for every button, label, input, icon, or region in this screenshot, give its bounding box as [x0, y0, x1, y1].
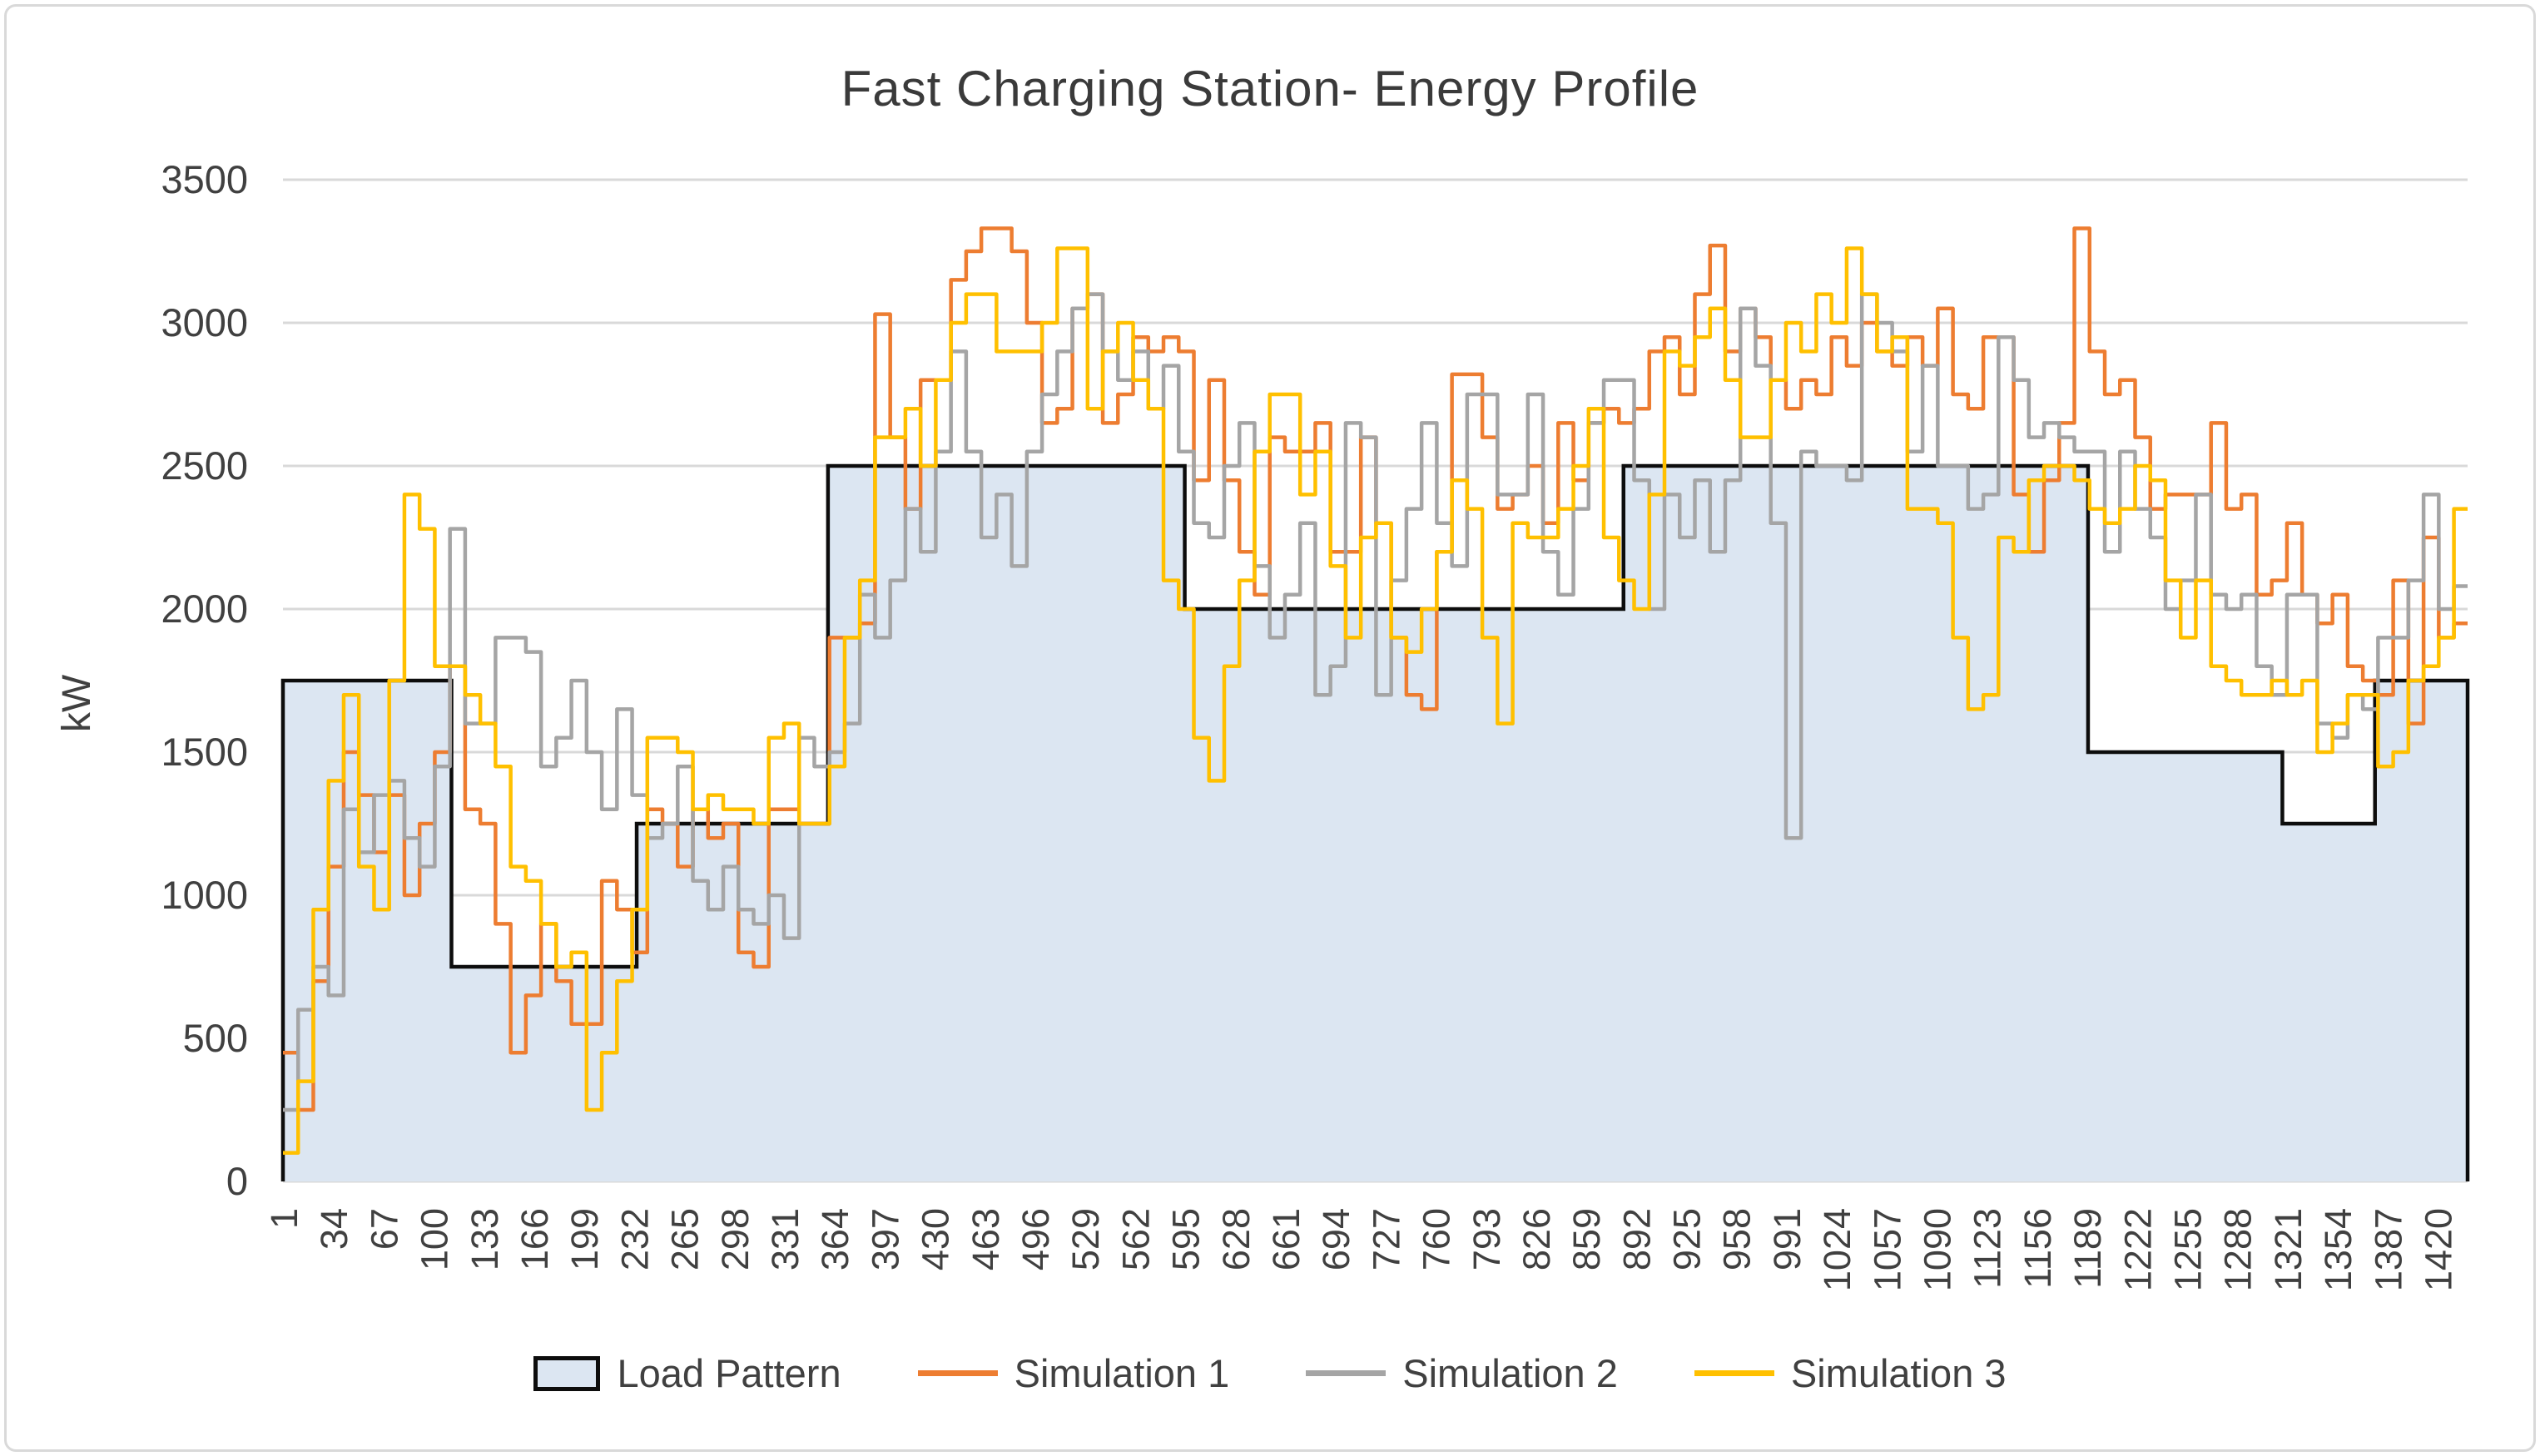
- load-pattern-swatch: [533, 1355, 601, 1391]
- x-tick-label: 1321: [2267, 1208, 2309, 1291]
- x-tick-label: 1420: [2418, 1208, 2460, 1291]
- x-tick-label: 661: [1265, 1208, 1307, 1270]
- x-tick-label: 1024: [1816, 1208, 1858, 1291]
- x-tick-label: 859: [1565, 1208, 1608, 1270]
- x-tick-label: 166: [513, 1208, 556, 1270]
- x-tick-label: 694: [1315, 1208, 1357, 1270]
- x-tick-label: 892: [1615, 1208, 1658, 1270]
- legend: Load Pattern Simulation 1 Simulation 2 S…: [0, 1350, 2540, 1396]
- x-tick-label: 1057: [1866, 1208, 1908, 1291]
- chart-title: Fast Charging Station- Energy Profile: [841, 61, 1699, 116]
- x-tick-label: 397: [864, 1208, 906, 1270]
- simulation-2-line: [283, 292, 2468, 1112]
- x-tick-label: 925: [1666, 1208, 1709, 1270]
- x-tick-label: 562: [1114, 1208, 1157, 1270]
- x-tick-label: 100: [414, 1208, 456, 1270]
- x-tick-label: 34: [313, 1208, 355, 1250]
- x-tick-label: 133: [464, 1208, 506, 1270]
- x-tick-label: 496: [1015, 1208, 1057, 1270]
- x-tick-label: 595: [1165, 1208, 1208, 1270]
- x-tick-label: 1: [263, 1208, 305, 1229]
- x-tick-label: 1156: [2017, 1208, 2059, 1289]
- x-tick-label: 331: [764, 1208, 806, 1270]
- y-tick-label: 3500: [161, 157, 248, 201]
- y-tick-label: 2000: [161, 587, 248, 631]
- x-tick-label: 298: [714, 1208, 757, 1270]
- x-tick-label: 1189: [2066, 1208, 2109, 1289]
- x-tick-label: 1288: [2217, 1208, 2260, 1291]
- x-tick-label: 265: [664, 1208, 707, 1270]
- x-tick-label: 958: [1716, 1208, 1759, 1270]
- x-tick-label: 727: [1365, 1208, 1407, 1270]
- x-tick-label: 430: [915, 1208, 957, 1270]
- simulation-2-swatch: [1306, 1370, 1387, 1376]
- x-tick-label: 826: [1516, 1208, 1558, 1270]
- x-tick-label: 628: [1215, 1208, 1258, 1270]
- legend-label: Simulation 2: [1402, 1351, 1618, 1395]
- y-tick-label: 0: [226, 1159, 248, 1203]
- legend-item-simulation-2: Simulation 2: [1306, 1350, 1618, 1396]
- simulation-1-swatch: [917, 1370, 998, 1376]
- legend-item-simulation-3: Simulation 3: [1694, 1350, 2007, 1396]
- legend-label: Simulation 3: [1790, 1351, 2007, 1395]
- x-tick-label: 1222: [2116, 1208, 2159, 1291]
- load-pattern-outline: [280, 463, 2470, 1181]
- legend-item-load-pattern: Load Pattern: [533, 1350, 841, 1396]
- simulation-3-swatch: [1694, 1370, 1774, 1376]
- x-tick-label: 793: [1466, 1208, 1508, 1270]
- y-tick-label: 2500: [161, 443, 248, 488]
- x-tick-label: 364: [814, 1208, 856, 1270]
- y-tick-label: 500: [183, 1016, 248, 1060]
- x-tick-label: 1255: [2167, 1208, 2210, 1291]
- y-tick-label: 3000: [161, 300, 248, 344]
- x-tick-label: 199: [563, 1208, 606, 1270]
- x-tick-label: 232: [613, 1208, 656, 1270]
- x-tick-label: 67: [363, 1208, 405, 1250]
- y-tick-label: 1000: [161, 873, 248, 917]
- x-tick-label: 1090: [1917, 1208, 1959, 1291]
- x-tick-label: 529: [1064, 1208, 1107, 1270]
- x-tick-label: 1354: [2317, 1208, 2359, 1291]
- legend-label: Load Pattern: [617, 1351, 841, 1395]
- legend-item-simulation-1: Simulation 1: [917, 1350, 1230, 1396]
- x-tick-label: 463: [965, 1208, 1007, 1270]
- x-tick-label: 1387: [2367, 1208, 2409, 1291]
- y-tick-label: 1500: [161, 730, 248, 774]
- x-tick-label: 760: [1416, 1208, 1458, 1270]
- x-tick-label: 1123: [1967, 1208, 2009, 1289]
- x-tick-label: 991: [1766, 1208, 1808, 1270]
- legend-label: Simulation 1: [1014, 1351, 1230, 1395]
- simulation-3-line: [283, 246, 2468, 1155]
